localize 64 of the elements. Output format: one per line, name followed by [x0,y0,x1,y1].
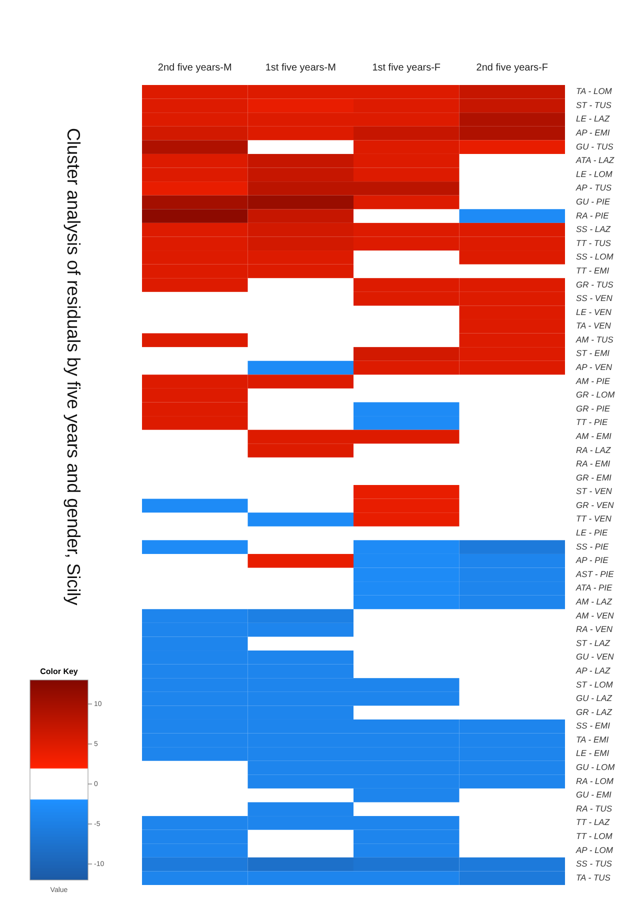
legend-title: Color Key [40,667,78,676]
y-tick-label: LE - LAZ [576,114,610,124]
y-tick-label: LE - VEN [576,306,612,317]
y-tick-label: GU - VEN [576,652,615,662]
y-tick-label: ATA - PIE [575,582,613,593]
y-tick-label: TT - EMI [576,265,610,276]
y-tick-label: RA - PIE [576,210,610,220]
y-tick-label: TA - TUS [576,872,611,882]
y-tick-label: AP - EMI [575,128,610,138]
y-tick-label: AM - TUS [575,334,614,344]
y-tick-label: SS - VEN [576,293,614,304]
y-tick-label: AM - LAZ [575,596,613,606]
text: Cluster analysis of residuals by five years and gender, Sicily [63,128,84,606]
y-tick-label: AP - TUS [575,182,612,193]
y-tick-label: GU - TUS [576,141,614,152]
y-tick-label: AP - VEN [575,362,613,372]
x-tick-label: 2nd five years-M [158,62,232,74]
y-tick-label: GU - PIE [576,196,610,206]
y-tick-label: RA - TUS [576,803,612,814]
y-tick-label: ST - EMI [576,348,610,358]
y-tick-label: TT - LAZ [576,817,610,828]
y-tick-label: AM - VEN [575,610,615,620]
y-tick-label: ATA - LAZ [575,155,615,166]
y-tick-label: ST - VEN [576,486,613,496]
y-tick-label: RA - VEN [576,624,614,634]
y-tick-label: LE - EMI [576,748,610,758]
y-tick-label: SS - EMI [576,720,611,731]
y-tick-label: TA - LOM [576,86,613,96]
y-tick-label: AM - EMI [575,430,612,441]
y-tick-label: ST - LOM [576,679,614,690]
y-tick-label: AM - PIE [575,376,610,386]
y-tick-label: TT - TUS [576,238,612,248]
x-tick-label: 1st five years-F [372,62,441,74]
x-tick-label: 1st five years-M [265,62,336,74]
y-tick-label: GR - EMI [576,472,612,482]
y-tick-label: GU - EMI [576,790,612,800]
y-tick-label: AP - PIE [575,555,609,566]
y-tick-label: RA - LOM [576,776,614,786]
y-tick-label: SS - LAZ [576,224,612,234]
y-tick-label: TT - LOM [576,830,614,841]
y-tick-label: GR - PIE [576,403,610,414]
y-tick-label: AP - LOM [575,844,614,855]
y-tick-label: AST - PIE [575,568,614,579]
x-tick-label: 2nd five years-F [476,62,548,74]
y-tick-label: GR - LOM [576,390,616,400]
y-tick-label: GR - VEN [576,500,615,510]
y-tick-label: TA - VEN [576,320,612,331]
y-tick-label: AP - LAZ [575,665,611,676]
y-tick-label: SS - LOM [576,252,614,262]
y-tick-label: ST - TUS [576,100,612,110]
y-tick-label: TT - PIE [576,417,608,428]
y-tick-label: TA - EMI [576,734,610,744]
y-tick-label: ST - LAZ [576,638,611,648]
y-tick-label: RA - LAZ [576,444,612,455]
y-tick-label: RA - EMI [576,458,611,469]
y-tick-label: GR - LAZ [576,706,613,717]
y-tick-label: LE - PIE [576,528,608,538]
y-tick-label: GU - LOM [576,762,616,772]
y-tick-label: LE - LOM [576,168,614,179]
y-tick-label: GU - LAZ [576,693,613,704]
y-tick-label: GR - TUS [576,279,614,290]
y-tick-label: SS - TUS [576,858,612,869]
y-tick-label: TT - VEN [576,514,612,524]
y-tick-label: SS - PIE [576,541,609,552]
